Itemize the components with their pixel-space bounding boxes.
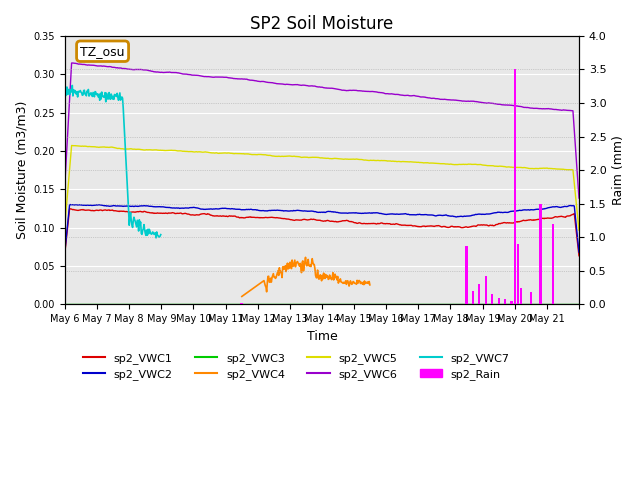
Bar (484, 276, 487, 304)
Bar (491, 294, 493, 304)
Y-axis label: Raim (mm): Raim (mm) (612, 135, 625, 205)
X-axis label: Time: Time (307, 330, 337, 343)
Title: SP2 Soil Moisture: SP2 Soil Moisture (250, 15, 394, 33)
Legend: sp2_VWC1, sp2_VWC2, sp2_VWC3, sp2_VWC4, sp2_VWC5, sp2_VWC6, sp2_VWC7, sp2_Rain: sp2_VWC1, sp2_VWC2, sp2_VWC3, sp2_VWC4, … (78, 348, 514, 384)
Bar (497, 298, 500, 304)
Bar (517, 244, 519, 304)
Bar (510, 301, 513, 304)
Bar (540, 204, 541, 304)
Bar (241, 303, 243, 304)
Bar (478, 284, 481, 304)
Bar (552, 224, 554, 304)
Bar (530, 292, 532, 304)
Bar (472, 291, 474, 304)
Bar (513, 70, 516, 304)
Bar (504, 299, 506, 304)
Bar (465, 246, 468, 304)
Bar (520, 288, 522, 304)
Y-axis label: Soil Moisture (m3/m3): Soil Moisture (m3/m3) (15, 101, 28, 240)
Text: TZ_osu: TZ_osu (81, 45, 125, 58)
